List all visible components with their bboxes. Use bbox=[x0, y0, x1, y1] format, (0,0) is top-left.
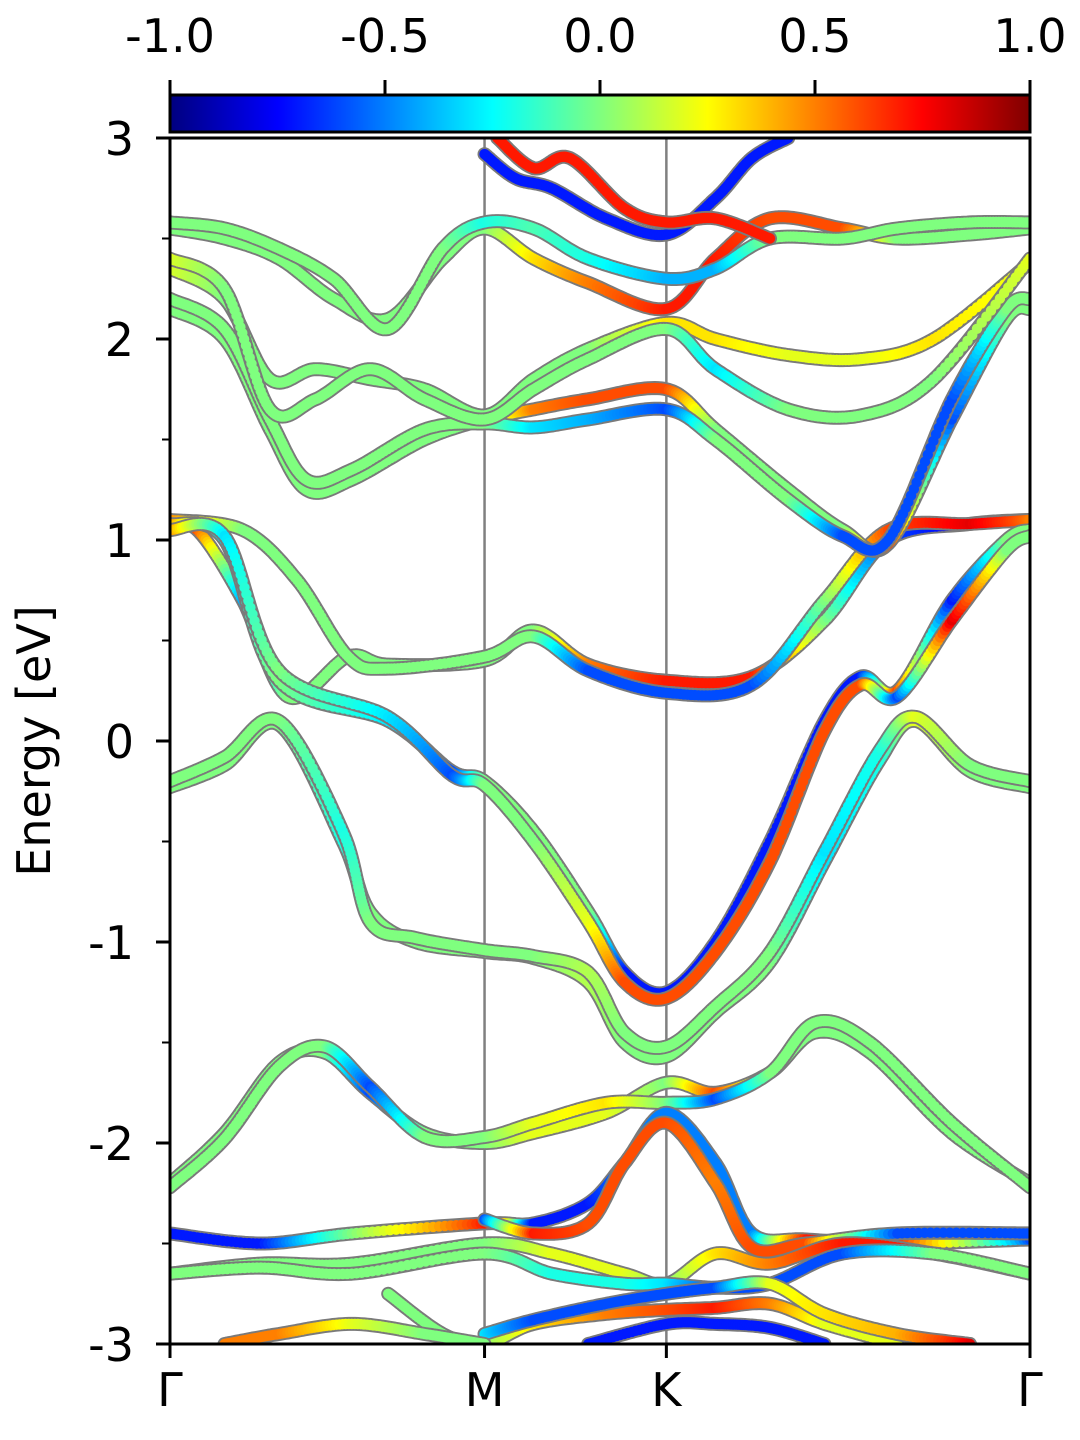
band-point bbox=[764, 233, 776, 244]
colorbar-ticks: -1.0 -0.5 0.0 0.5 1.0 bbox=[125, 9, 1067, 95]
colorbar-tick-label: -1.0 bbox=[125, 9, 215, 63]
colorbar-gradient bbox=[168, 93, 1032, 134]
colorbar-tick-label: 1.0 bbox=[993, 9, 1066, 63]
band-4 bbox=[170, 512, 1030, 703]
colorbar-tick-label: 0.5 bbox=[778, 9, 851, 63]
colorbar: -1.0 -0.5 0.0 0.5 1.0 bbox=[125, 9, 1067, 134]
band-2 bbox=[170, 709, 1030, 1055]
colorbar-tick-label: 0.0 bbox=[563, 9, 636, 63]
colorbar-tick-label: -0.5 bbox=[340, 9, 430, 63]
